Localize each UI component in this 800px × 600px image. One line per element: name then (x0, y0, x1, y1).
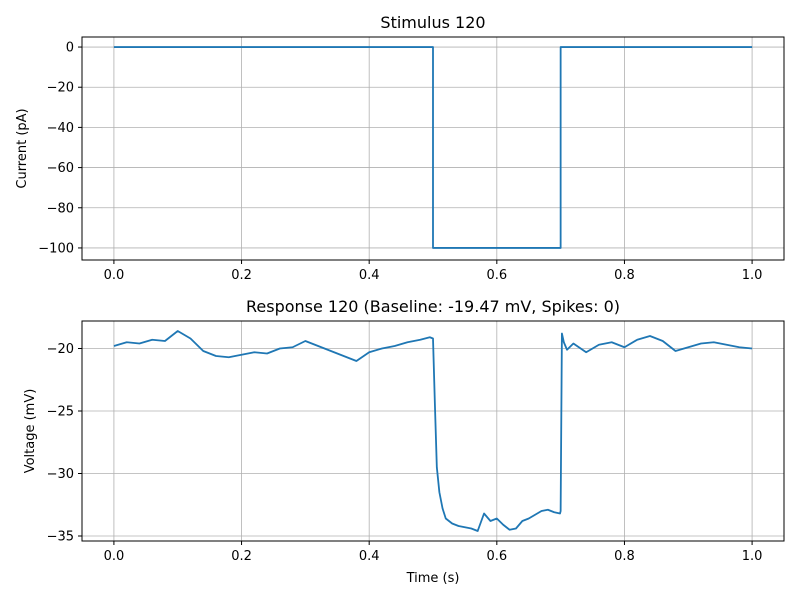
stimulus-ticks: 0.0 0.2 0.4 0.6 0.8 1.0 0 −20 −40 −60 −80 −100 (38, 41, 762, 283)
response-grid (82, 321, 784, 541)
response-panel: Response 120 (Baseline: -19.47 mV, Spike… (23, 297, 785, 586)
response-title: Response 120 (Baseline: -19.47 mV, Spike… (246, 297, 620, 316)
stimulus-xtick-label: 1.0 (742, 268, 763, 283)
response-xtick-label: 0.4 (359, 549, 380, 564)
stimulus-ytick-label: −60 (47, 161, 74, 176)
stimulus-axes-frame (81, 36, 785, 261)
response-trace (113, 330, 753, 532)
response-axes-frame (81, 320, 785, 542)
stimulus-xtick-label: 0.4 (359, 268, 380, 283)
response-ytick-label: −30 (47, 467, 74, 482)
response-xtick-label: 1.0 (742, 549, 763, 564)
stimulus-trace (113, 46, 753, 249)
stimulus-ytick-label: −20 (47, 81, 74, 96)
stimulus-xtick-label: 0.6 (486, 268, 507, 283)
stimulus-ytick-label: −100 (38, 241, 74, 256)
stimulus-xtick-label: 0.8 (614, 268, 635, 283)
stimulus-xtick-label: 0.0 (104, 268, 125, 283)
response-xtick-label: 0.6 (486, 549, 507, 564)
stimulus-panel: Stimulus 120 0.0 0.2 0.4 0.6 0.8 1.0 0 −20 −40 −6… (15, 13, 785, 283)
response-ytick-label: −20 (47, 342, 74, 357)
response-ytick-label: −35 (47, 530, 74, 545)
response-xtick-label: 0.8 (614, 549, 635, 564)
stimulus-ytick-label: 0 (66, 41, 74, 56)
response-xtick-label: 0.0 (104, 549, 125, 564)
response-ylabel: Voltage (mV) (23, 389, 38, 474)
response-ticks: 0.0 0.2 0.4 0.6 0.8 1.0 −20 −25 −30 −35 (47, 342, 763, 564)
stimulus-ylabel: Current (pA) (15, 108, 30, 188)
stimulus-ytick-label: −80 (47, 201, 74, 216)
response-ytick-label: −25 (47, 405, 74, 420)
response-xtick-label: 0.2 (231, 549, 252, 564)
stimulus-xtick-label: 0.2 (231, 268, 252, 283)
response-xlabel: Time (s) (406, 571, 460, 586)
stimulus-ytick-label: −40 (47, 121, 74, 136)
stimulus-title: Stimulus 120 (380, 13, 485, 32)
